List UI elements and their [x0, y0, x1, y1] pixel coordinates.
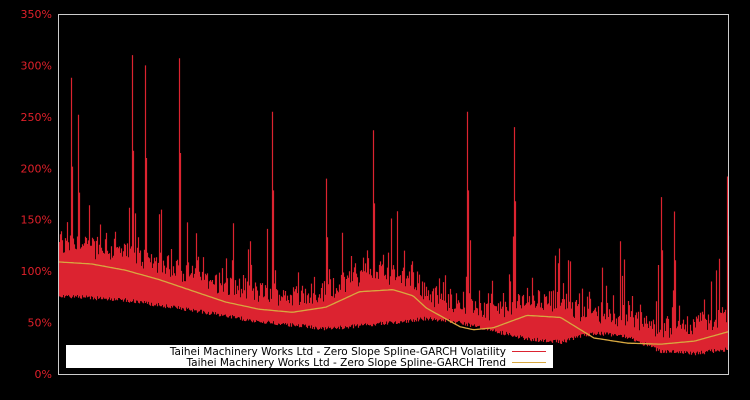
trend-series-line	[57, 261, 729, 345]
plot-frame	[58, 14, 729, 375]
y-tick-label: 50%	[28, 317, 52, 330]
y-tick-label: 150%	[21, 214, 52, 227]
legend-label-trend: Taihei Machinery Works Ltd - Zero Slope …	[185, 357, 506, 369]
y-axis-ticks: 0% 50% 100% 150% 200% 250% 300% 350%	[21, 8, 52, 381]
y-tick-label: 300%	[21, 59, 52, 72]
y-tick-label: 0%	[35, 368, 52, 381]
y-tick-label: 200%	[21, 162, 52, 175]
y-tick-label: 100%	[21, 265, 52, 278]
legend-label-volatility: Taihei Machinery Works Ltd - Zero Slope …	[169, 346, 506, 358]
y-tick-label: 250%	[21, 111, 52, 124]
y-tick-label: 350%	[21, 8, 52, 21]
legend: Taihei Machinery Works Ltd - Zero Slope …	[66, 345, 553, 369]
legend-box	[66, 345, 553, 368]
